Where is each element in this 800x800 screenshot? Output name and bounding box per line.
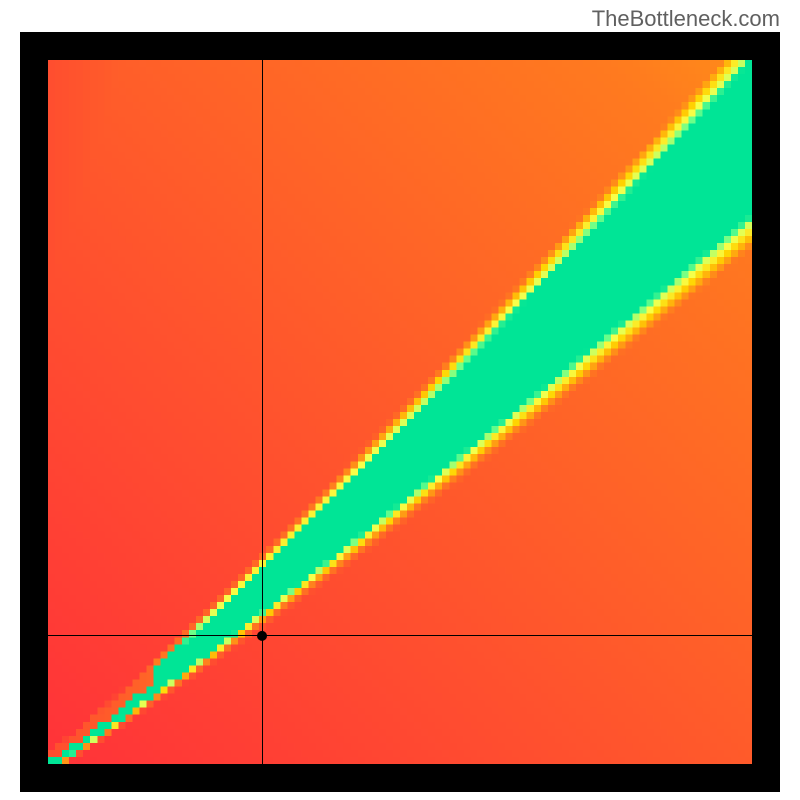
heatmap-plot-area bbox=[48, 60, 752, 764]
frame-left bbox=[20, 32, 48, 792]
frame-bottom bbox=[20, 764, 780, 792]
frame-top bbox=[20, 32, 780, 60]
frame-right bbox=[752, 32, 780, 792]
watermark-text: TheBottleneck.com bbox=[592, 6, 780, 32]
marker-circle bbox=[257, 631, 267, 641]
marker-dot bbox=[48, 60, 752, 764]
chart-container: TheBottleneck.com bbox=[0, 0, 800, 800]
